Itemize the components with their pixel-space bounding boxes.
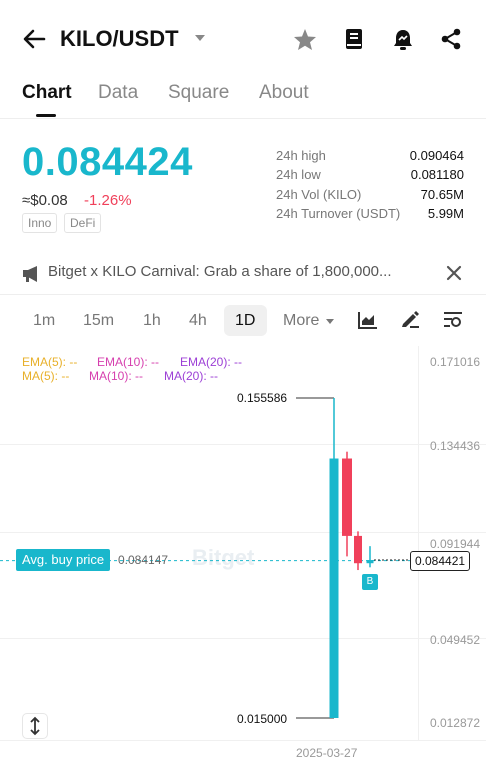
tag-defi[interactable]: DeFi [64, 213, 102, 233]
more-chevron-icon[interactable] [326, 319, 334, 324]
bell-icon[interactable] [392, 28, 414, 51]
close-icon[interactable] [446, 265, 462, 281]
banner-text[interactable]: Bitget x KILO Carnival: Grab a share of … [48, 263, 392, 280]
candle-body [342, 458, 352, 536]
tab-chart[interactable]: Chart [22, 82, 72, 103]
share-icon[interactable] [440, 28, 462, 50]
interval-1h[interactable]: 1h [143, 312, 161, 329]
current-price-label: 0.084421 [410, 551, 471, 571]
stat-value-turnover: 5.99M [427, 206, 464, 221]
back-arrow-icon[interactable] [22, 28, 46, 50]
price-change: -1.26% [84, 192, 132, 209]
megaphone-icon [23, 266, 37, 282]
stat-label-low: 24h low [276, 167, 321, 182]
grid-line [0, 740, 486, 741]
interval-more[interactable]: More [283, 312, 320, 329]
y-tick-label: 0.091944 [429, 537, 480, 551]
stat-label-high: 24h high [276, 148, 326, 163]
draw-tool-icon[interactable] [400, 309, 420, 329]
expand-vertical-icon [30, 716, 40, 736]
low-price-label: 0.015000 [237, 712, 288, 726]
ema10-label: EMA(10): -- [97, 355, 160, 369]
ma5-label: MA(5): -- [22, 369, 70, 383]
stat-value-vol: 70.65M [420, 187, 464, 202]
indicator-chart-icon[interactable] [358, 311, 378, 329]
high-price-label: 0.155586 [237, 391, 288, 405]
pair-title[interactable]: KILO/USDT [60, 26, 179, 51]
watermark-logo: Bitget [192, 545, 255, 570]
settings-sliders-icon[interactable] [443, 310, 463, 329]
x-axis-date: 2025-03-27 [296, 746, 358, 760]
ma20-label: MA(20): -- [164, 369, 218, 383]
grid-line [0, 444, 486, 445]
ema20-label: EMA(20): -- [180, 355, 243, 369]
candle-body [329, 458, 339, 718]
y-tick-label: 0.134436 [429, 439, 480, 453]
ema5-label: EMA(5): -- [22, 355, 78, 369]
avg-buy-price-value: 0.084147 [118, 553, 169, 567]
avg-buy-price-badge: Avg. buy price [16, 549, 111, 571]
star-icon[interactable] [293, 28, 317, 51]
grid-line-vertical [418, 346, 419, 740]
interval-1d[interactable]: 1D [235, 312, 256, 329]
tab-underline [36, 114, 56, 117]
stat-label-turnover: 24h Turnover (USDT) [276, 206, 401, 221]
y-tick-label: 0.171016 [429, 355, 480, 369]
stat-label-vol: 24h Vol (KILO) [276, 187, 362, 202]
interval-1m[interactable]: 1m [33, 312, 56, 329]
expand-button[interactable] [22, 713, 48, 739]
interval-4h[interactable]: 4h [189, 312, 207, 329]
announcement-banner[interactable]: Bitget x KILO Carnival: Grab a share of … [0, 256, 486, 295]
grid-line [0, 532, 486, 533]
interval-15m[interactable]: 15m [83, 312, 115, 329]
usd-price: ≈$0.08 [22, 192, 68, 209]
buy-marker[interactable]: B [362, 574, 378, 590]
tag-inno[interactable]: Inno [22, 213, 58, 233]
interval-active-bg [224, 305, 267, 336]
y-tick-label: 0.012872 [429, 716, 480, 730]
last-price: 0.084424 [22, 140, 193, 184]
tab-square[interactable]: Square [168, 82, 230, 103]
ma10-label: MA(10): -- [89, 369, 143, 383]
main-tabs: Chart Data Square About [0, 78, 486, 119]
chevron-down-icon[interactable] [195, 35, 205, 41]
stat-value-low: 0.081180 [410, 167, 464, 182]
candle-body [354, 535, 362, 564]
grid-line [0, 638, 486, 639]
y-tick-label: 0.049452 [429, 633, 480, 647]
header: KILO/USDT [0, 0, 486, 78]
book-icon[interactable] [344, 28, 364, 51]
tab-data[interactable]: Data [98, 82, 139, 103]
tab-about[interactable]: About [259, 82, 309, 103]
candle-body [366, 560, 374, 564]
stat-value-high: 0.090464 [409, 148, 464, 163]
